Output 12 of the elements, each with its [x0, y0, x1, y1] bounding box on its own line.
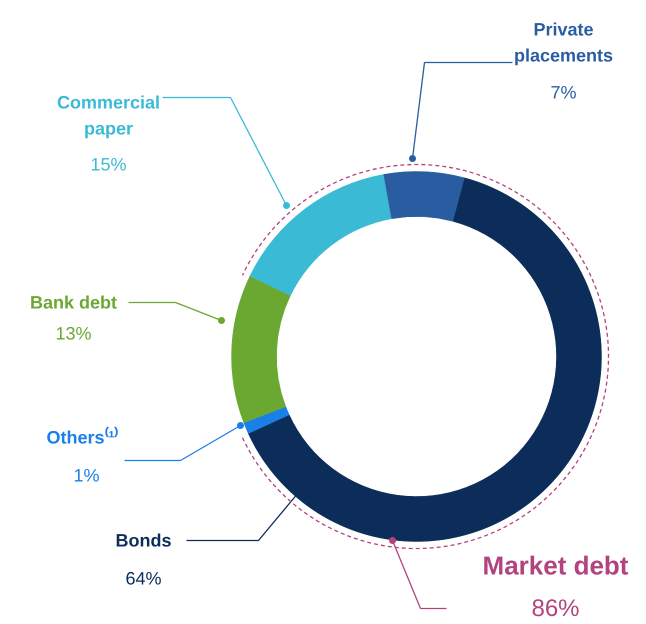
slice-label: Bonds: [116, 530, 172, 550]
text: Market debt: [482, 550, 629, 580]
slice-label: Bank debt: [30, 292, 118, 312]
text: 86%: [531, 595, 580, 622]
data-label: 15%: [90, 154, 127, 174]
data-label: 7%: [550, 82, 577, 102]
slice-label: Private placements: [514, 20, 614, 66]
slice-label: Commercial paper: [56, 92, 160, 138]
data-label: 64%: [125, 568, 162, 588]
data-label: 13%: [55, 324, 92, 344]
data-label: 1%: [73, 466, 100, 486]
slice-label: Others⁽¹⁾: [46, 426, 119, 448]
